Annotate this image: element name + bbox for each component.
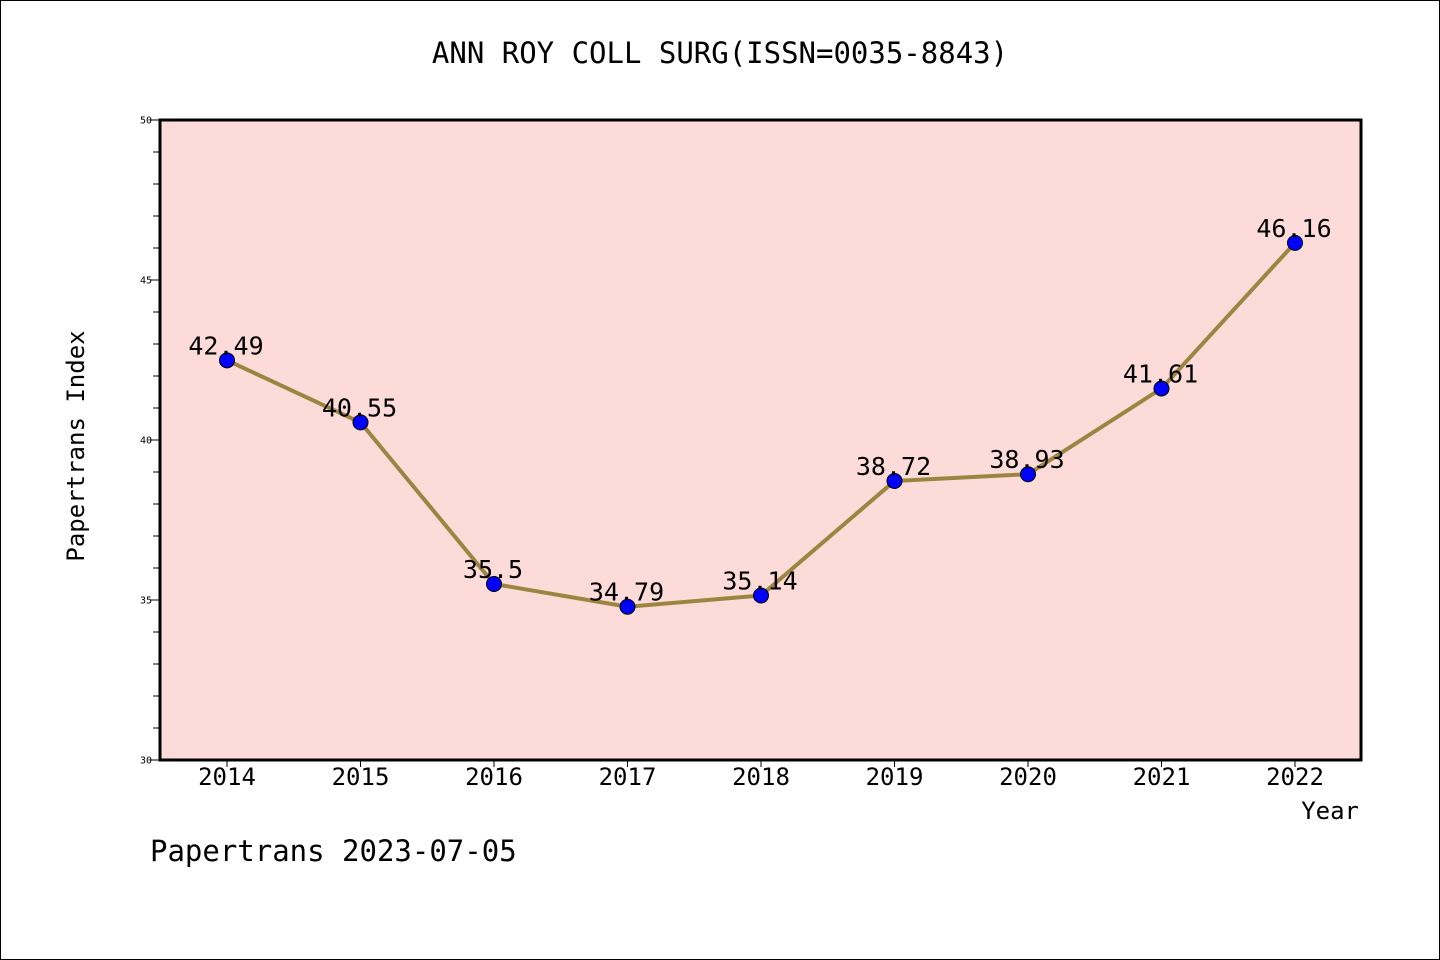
y-axis: 30 35 40 45 50 xyxy=(140,116,160,767)
chart-title: ANN ROY COLL SURG(ISSN=0035-8843) xyxy=(431,36,1009,70)
x-axis-label: Year xyxy=(1301,797,1359,825)
y-tick-label: 30 xyxy=(140,756,152,767)
x-tick-label: 2014 xyxy=(198,763,256,791)
data-label: 34.79 xyxy=(589,578,664,607)
data-point-marker xyxy=(753,587,769,604)
data-label: 35.14 xyxy=(722,567,797,596)
x-tick-label: 2015 xyxy=(332,763,390,791)
data-point-marker xyxy=(219,352,235,369)
x-tick-label: 2022 xyxy=(1266,763,1324,791)
y-tick-label: 50 xyxy=(140,116,152,127)
data-label: 41.61 xyxy=(1123,359,1198,388)
data-point-marker xyxy=(1020,466,1036,483)
x-tick-label: 2020 xyxy=(999,763,1057,791)
x-tick-label: 2017 xyxy=(599,763,657,791)
x-tick-label: 2019 xyxy=(866,763,924,791)
data-label: 40.55 xyxy=(322,393,397,422)
data-point-marker xyxy=(886,472,903,489)
y-tick-label: 45 xyxy=(140,276,152,287)
data-label: 35.5 xyxy=(463,555,523,584)
plot-area xyxy=(158,118,1363,762)
x-tick-label: 2016 xyxy=(465,763,523,791)
footer-note: Papertrans 2023-07-05 xyxy=(150,834,517,868)
data-point-marker xyxy=(1153,380,1170,397)
data-point-marker xyxy=(619,598,636,615)
y-tick-label: 40 xyxy=(140,436,152,447)
data-label: 38.93 xyxy=(989,445,1064,474)
data-label: 46.16 xyxy=(1256,214,1331,243)
data-point-marker xyxy=(352,414,369,431)
data-label: 42.49 xyxy=(188,331,263,360)
y-tick-label: 35 xyxy=(140,596,152,607)
x-tick-label: 2018 xyxy=(732,763,790,791)
data-point-marker xyxy=(1287,234,1303,251)
data-point-marker xyxy=(486,576,502,592)
y-axis-label: Papertrans Index xyxy=(62,330,90,561)
x-tick-label: 2021 xyxy=(1133,763,1191,791)
data-label: 38.72 xyxy=(856,452,931,481)
series-layer: 42.49 40.55 35.5 34.79 35.14 38.72 38.93 41.61 4… xyxy=(188,214,1332,615)
x-axis: 2014 2015 2016 2017 2018 2019 2020 2021 2022 xyxy=(198,760,1324,791)
